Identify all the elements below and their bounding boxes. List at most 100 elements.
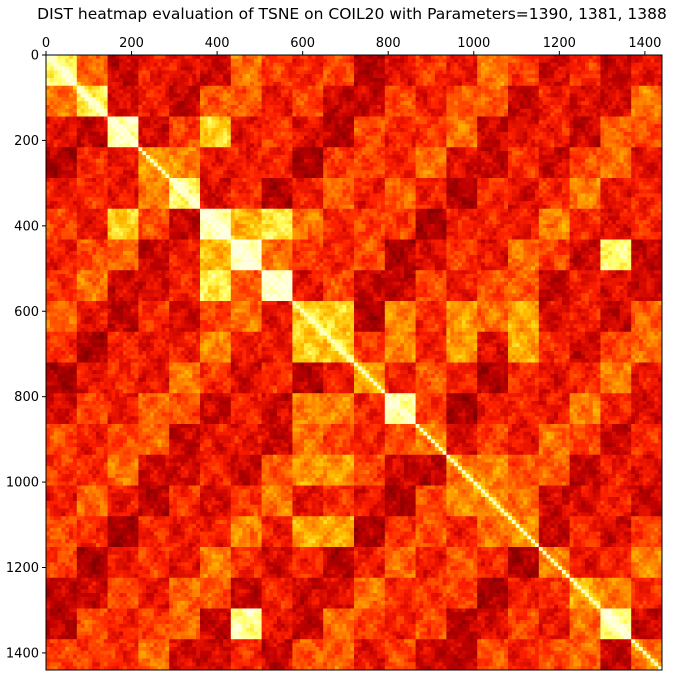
- heatmap-cell: [165, 166, 169, 170]
- heatmap-cell: [504, 151, 508, 155]
- heatmap-cell: [154, 93, 158, 97]
- heatmap-cell: [431, 105, 435, 109]
- heatmap-cell: [639, 90, 643, 94]
- heatmap-cell: [470, 93, 474, 97]
- heatmap-cell: [647, 140, 651, 144]
- heatmap-cell: [408, 136, 412, 140]
- heatmap-cell: [366, 117, 370, 121]
- heatmap-cell: [419, 155, 423, 159]
- heatmap-cell: [204, 117, 208, 121]
- heatmap-cell: [281, 105, 285, 109]
- heatmap-cell: [100, 55, 104, 59]
- heatmap-cell: [312, 70, 316, 74]
- heatmap-cell: [573, 82, 577, 86]
- heatmap-cell: [512, 159, 516, 163]
- heatmap-cell: [639, 140, 643, 144]
- heatmap-cell: [96, 93, 100, 97]
- heatmap-cell: [342, 63, 346, 67]
- heatmap-cell: [539, 93, 543, 97]
- heatmap-cell: [566, 63, 570, 67]
- heatmap-cell: [493, 143, 497, 147]
- heatmap-cell: [581, 113, 585, 117]
- heatmap-cell: [624, 163, 628, 167]
- heatmap-cell: [600, 163, 604, 167]
- heatmap-cell: [85, 90, 89, 94]
- heatmap-cell: [416, 163, 420, 167]
- heatmap-cell: [554, 55, 558, 59]
- heatmap-cell: [46, 132, 50, 136]
- heatmap-cell: [327, 128, 331, 132]
- heatmap-cell: [504, 124, 508, 128]
- heatmap-cell: [435, 67, 439, 71]
- heatmap-cell: [296, 124, 300, 128]
- heatmap-cell: [493, 140, 497, 144]
- heatmap-cell: [173, 159, 177, 163]
- heatmap-cell: [131, 174, 135, 178]
- heatmap-cell: [462, 155, 466, 159]
- heatmap-cell: [473, 97, 477, 101]
- heatmap-cell: [346, 163, 350, 167]
- heatmap-cell: [650, 170, 654, 174]
- heatmap-cell: [600, 90, 604, 94]
- heatmap-cell: [581, 132, 585, 136]
- heatmap-cell: [531, 113, 535, 117]
- heatmap-cell: [150, 67, 154, 71]
- heatmap-cell: [138, 117, 142, 121]
- heatmap-cell: [477, 90, 481, 94]
- heatmap-cell: [366, 120, 370, 124]
- heatmap-cell: [458, 166, 462, 170]
- heatmap-cell: [273, 78, 277, 82]
- heatmap-cell: [358, 86, 362, 90]
- heatmap-cell: [204, 74, 208, 78]
- heatmap-cell: [281, 90, 285, 94]
- heatmap-cell: [473, 70, 477, 74]
- heatmap-cell: [158, 90, 162, 94]
- heatmap-cell: [292, 170, 296, 174]
- heatmap-cell: [385, 90, 389, 94]
- heatmap-cell: [111, 97, 115, 101]
- heatmap-cell: [377, 105, 381, 109]
- heatmap-cell: [566, 128, 570, 132]
- heatmap-cell: [577, 59, 581, 63]
- heatmap-cell: [450, 128, 454, 132]
- heatmap-cell: [604, 128, 608, 132]
- heatmap-cell: [570, 170, 574, 174]
- heatmap-cell: [627, 163, 631, 167]
- heatmap-cell: [504, 113, 508, 117]
- heatmap-cell: [265, 113, 269, 117]
- heatmap-cell: [593, 55, 597, 59]
- heatmap-cell: [416, 90, 420, 94]
- heatmap-cell: [485, 93, 489, 97]
- heatmap-cell: [358, 55, 362, 59]
- heatmap-cell: [235, 159, 239, 163]
- heatmap-cell: [624, 166, 628, 170]
- heatmap-cell: [339, 78, 343, 82]
- heatmap-cell: [635, 82, 639, 86]
- heatmap-cell: [543, 155, 547, 159]
- heatmap-cell: [115, 93, 119, 97]
- heatmap-cell: [304, 90, 308, 94]
- heatmap-cell: [462, 132, 466, 136]
- heatmap-cell: [192, 170, 196, 174]
- heatmap-cell: [643, 147, 647, 151]
- heatmap-cell: [419, 93, 423, 97]
- heatmap-cell: [316, 101, 320, 105]
- heatmap-cell: [304, 63, 308, 67]
- heatmap-cell: [589, 113, 593, 117]
- heatmap-cell: [419, 128, 423, 132]
- heatmap-cell: [208, 155, 212, 159]
- heatmap-cell: [65, 97, 69, 101]
- heatmap-cell: [150, 86, 154, 90]
- heatmap-cell: [635, 159, 639, 163]
- heatmap-cell: [227, 143, 231, 147]
- heatmap-cell: [58, 117, 62, 121]
- heatmap-cell: [358, 140, 362, 144]
- heatmap-cell: [173, 132, 177, 136]
- heatmap-cell: [446, 93, 450, 97]
- heatmap-cell: [593, 159, 597, 163]
- heatmap-cell: [277, 93, 281, 97]
- heatmap-cell: [608, 170, 612, 174]
- heatmap-cell: [289, 136, 293, 140]
- heatmap-cell: [577, 140, 581, 144]
- heatmap-cell: [250, 63, 254, 67]
